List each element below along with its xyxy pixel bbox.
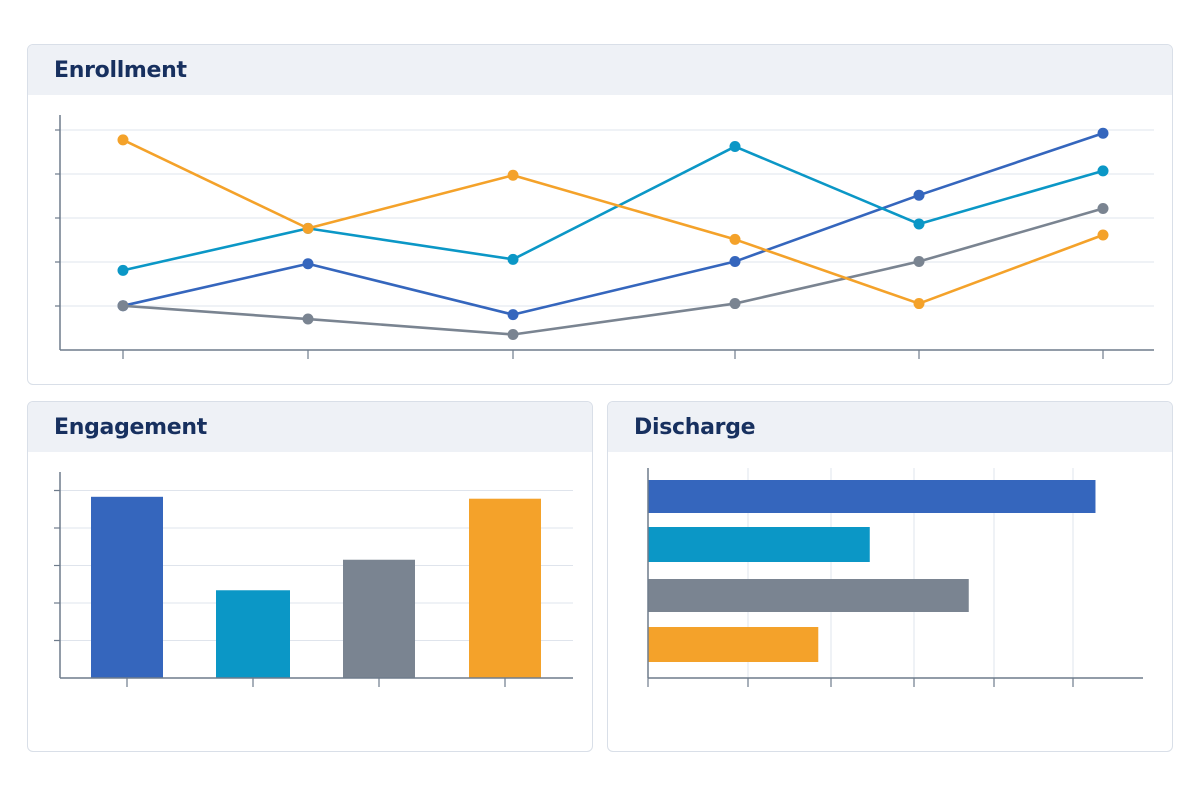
- series-line-orange: [122, 138, 1104, 305]
- data-point-blue: [302, 258, 314, 270]
- data-point-blue: [913, 189, 925, 201]
- data-point-gray: [1097, 202, 1109, 214]
- engagement-bar-chart: [54, 472, 573, 687]
- data-point-gray: [507, 329, 519, 341]
- data-point-teal: [1097, 165, 1109, 177]
- data-point-teal: [507, 253, 519, 265]
- bar-orange: [469, 498, 541, 678]
- data-point-gray: [117, 300, 129, 312]
- series-line-blue: [122, 132, 1104, 316]
- bar-teal: [216, 590, 290, 678]
- data-point-orange: [302, 222, 314, 234]
- engagement-title: Engagement: [54, 414, 207, 440]
- bar-blue: [648, 480, 1096, 513]
- bar-orange: [648, 627, 819, 662]
- data-point-blue: [729, 256, 741, 268]
- bar-gray: [343, 559, 415, 678]
- data-point-blue: [507, 309, 519, 321]
- enrollment-line-chart: [55, 115, 1154, 359]
- series-line-teal: [122, 145, 1104, 272]
- engagement-card-header: Engagement: [28, 402, 592, 452]
- data-point-orange: [729, 233, 741, 245]
- bar-teal: [648, 527, 870, 562]
- engagement-card: Engagement: [27, 401, 593, 752]
- enrollment-title: Enrollment: [54, 57, 187, 83]
- discharge-title: Discharge: [634, 414, 756, 440]
- series-line-gray: [122, 207, 1104, 336]
- data-point-gray: [913, 256, 925, 268]
- enrollment-card: Enrollment: [27, 44, 1173, 385]
- discharge-card: Discharge: [607, 401, 1173, 752]
- data-point-teal: [117, 264, 129, 276]
- data-point-orange: [913, 298, 925, 310]
- enrollment-card-header: Enrollment: [28, 45, 1172, 95]
- bar-gray: [648, 579, 969, 612]
- discharge-card-header: Discharge: [608, 402, 1172, 452]
- data-point-orange: [1097, 229, 1109, 241]
- data-point-teal: [913, 218, 925, 230]
- discharge-bar-chart: [647, 468, 1143, 687]
- data-point-gray: [729, 298, 741, 310]
- bar-blue: [91, 496, 163, 678]
- data-point-blue: [1097, 127, 1109, 139]
- data-point-orange: [117, 134, 129, 146]
- data-point-gray: [302, 313, 314, 325]
- data-point-orange: [507, 169, 519, 181]
- data-point-teal: [729, 141, 741, 153]
